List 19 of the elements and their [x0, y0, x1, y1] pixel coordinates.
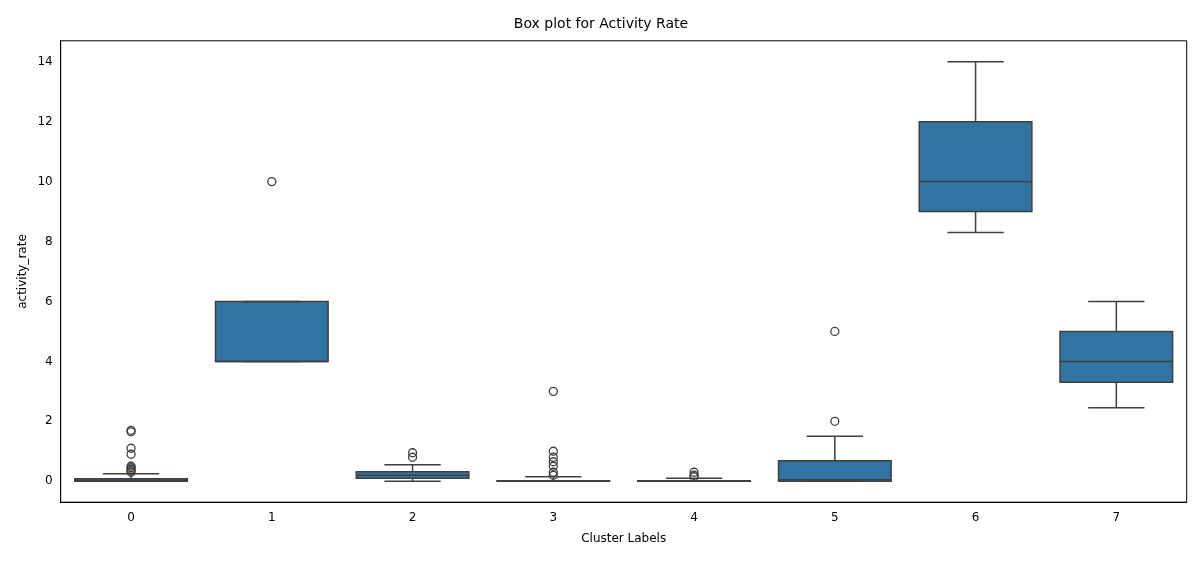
y-tick-label: 14: [37, 53, 53, 68]
y-tick-label: 8: [45, 233, 53, 248]
x-tick-label: 3: [549, 509, 558, 524]
x-tick-label: 2: [408, 509, 417, 524]
y-tick-label: 6: [45, 293, 53, 308]
y-axis-title: activity_rate: [15, 234, 30, 309]
y-tick-label: 4: [45, 353, 53, 368]
y-tick-label: 12: [37, 113, 53, 128]
x-tick-label: 6: [971, 509, 980, 524]
y-tick-label: 10: [37, 173, 53, 188]
x-axis-title: Cluster Labels: [581, 530, 667, 545]
x-tick-label: 7: [1112, 509, 1121, 524]
chart-title: Box plot for Activity Rate: [513, 15, 689, 32]
x-tick-label: 0: [127, 509, 135, 524]
x-tick-label: 5: [831, 509, 839, 524]
x-tick-label: 4: [690, 509, 698, 524]
x-tick-label: 1: [267, 509, 276, 524]
y-tick-label: 0: [45, 473, 53, 488]
y-tick-label: 2: [45, 413, 53, 428]
